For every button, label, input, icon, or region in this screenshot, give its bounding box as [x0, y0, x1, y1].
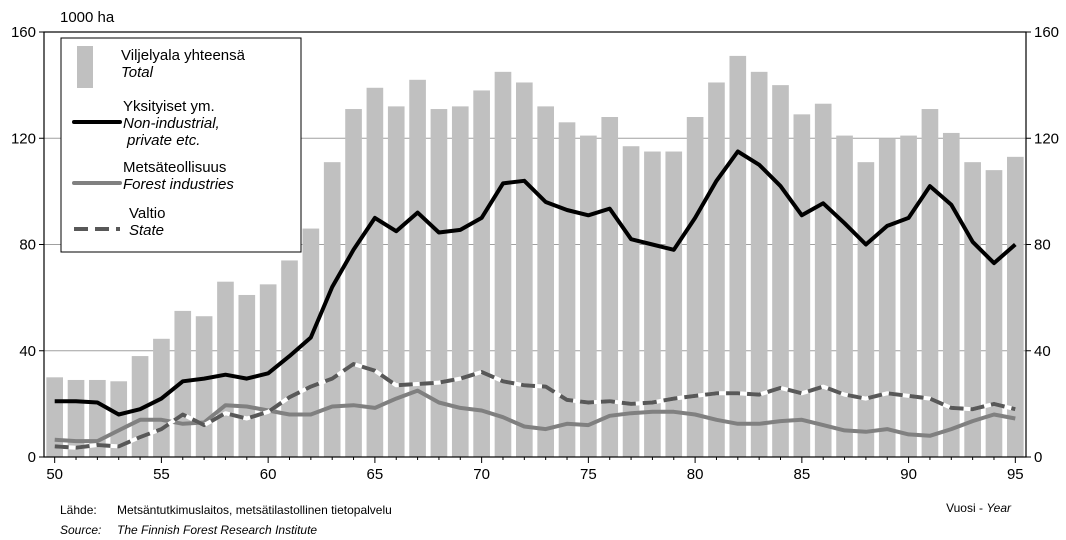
bar-total — [110, 381, 128, 457]
bar-total — [1007, 156, 1024, 457]
bar-total — [195, 316, 213, 457]
x-tick-label: 95 — [1007, 466, 1024, 483]
bar-total — [494, 71, 512, 457]
y-tick-label-left: 0 — [28, 449, 36, 466]
x-tick-label: 65 — [367, 466, 384, 483]
source-label-en: Source: — [60, 523, 101, 537]
legend-label-forest: Metsäteollisuus — [123, 159, 226, 176]
legend-label-private: Yksityiset ym. — [123, 98, 215, 115]
x-tick-label: 70 — [473, 466, 490, 483]
legend-label-state-en: State — [129, 222, 164, 239]
x-tick-label: 55 — [153, 466, 170, 483]
bar-total — [985, 170, 1003, 457]
bar-total — [131, 356, 149, 457]
bar-total — [558, 122, 576, 457]
source-text-fi: Metsäntutkimuslaitos, metsätilastollinen… — [117, 503, 392, 517]
x-tick-label: 90 — [900, 466, 917, 483]
bar-total — [366, 87, 384, 457]
y-tick-label-left: 120 — [11, 130, 36, 147]
x-axis-title-en: Year — [986, 501, 1012, 515]
bar-total — [964, 162, 981, 457]
bar-total — [772, 85, 789, 457]
bar-total — [665, 151, 683, 457]
y-tick-label-right: 40 — [1034, 343, 1051, 360]
source-note: Lähde: Metsäntutkimuslaitos, metsätilast… — [60, 503, 392, 537]
bar-total — [430, 109, 448, 457]
legend-label-total-en: Total — [121, 64, 154, 81]
x-tick-label: 50 — [46, 466, 63, 483]
x-tick-label: 75 — [580, 466, 597, 483]
bar-total — [537, 106, 554, 457]
x-axis-title-fi: Vuosi - — [946, 501, 986, 515]
bar-total — [644, 151, 661, 457]
source-label-fi: Lähde: — [60, 503, 97, 517]
bar-total — [217, 281, 234, 457]
legend: Viljelyala yhteensä Total Yksityiset ym.… — [60, 37, 302, 253]
bar-total — [921, 109, 939, 457]
x-tick-label: 80 — [687, 466, 704, 483]
legend-box — [60, 37, 302, 253]
bar-total — [793, 114, 811, 457]
bar-total — [409, 79, 426, 457]
bar-total — [878, 138, 896, 457]
bar-total — [516, 82, 533, 457]
bar-total — [900, 135, 917, 457]
y-tick-label-right: 80 — [1034, 237, 1051, 254]
legend-label-private-en2: private etc. — [126, 132, 200, 149]
series-lines — [54, 149, 1017, 450]
y-axis-left: 0 40 80 120 160 — [11, 24, 44, 466]
x-tick-label: 60 — [260, 466, 277, 483]
legend-label-private-en: Non-industrial, — [123, 115, 220, 132]
bar-total — [302, 228, 320, 457]
bar-total — [323, 162, 341, 457]
bar-total — [580, 135, 597, 457]
bar-total — [473, 90, 490, 457]
bar-total — [46, 377, 63, 457]
legend-swatch-total — [77, 46, 93, 88]
legend-label-state: Valtio — [129, 205, 165, 222]
bar-total — [750, 71, 768, 457]
bar-total — [857, 162, 875, 457]
line-non-industrial-private — [54, 149, 1017, 417]
bar-total — [601, 117, 619, 457]
y-tick-label-left: 80 — [19, 237, 36, 254]
y-tick-label-left: 40 — [19, 343, 36, 360]
bar-total — [622, 146, 640, 457]
bar-total — [174, 310, 192, 457]
bar-total — [387, 106, 405, 457]
bar-total — [686, 117, 704, 457]
unit-label: 1000 ha — [60, 9, 115, 26]
bar-total — [281, 260, 298, 457]
y-tick-label-right: 0 — [1034, 449, 1042, 466]
source-text-en: The Finnish Forest Research Institute — [117, 523, 317, 537]
bar-total — [814, 103, 832, 457]
bar-total — [451, 106, 469, 457]
legend-label-total: Viljelyala yhteensä — [121, 47, 246, 64]
x-tick-label: 85 — [794, 466, 811, 483]
line-state — [54, 362, 1016, 450]
legend-label-forest-en: Forest industries — [123, 176, 234, 193]
x-axis: 50 55 60 65 70 75 80 85 90 95 — [46, 457, 1024, 483]
y-tick-label-left: 160 — [11, 24, 36, 41]
bar-total — [836, 135, 853, 457]
bar-total — [708, 82, 725, 457]
y-tick-label-right: 160 — [1034, 24, 1059, 41]
x-axis-title: Vuosi - Year — [946, 501, 1012, 515]
bar-total — [345, 109, 362, 457]
y-axis-right: 0 40 80 120 160 — [1026, 24, 1059, 466]
line-forest-industries — [54, 388, 1016, 444]
y-tick-label-right: 120 — [1034, 130, 1059, 147]
bar-total — [729, 55, 747, 457]
